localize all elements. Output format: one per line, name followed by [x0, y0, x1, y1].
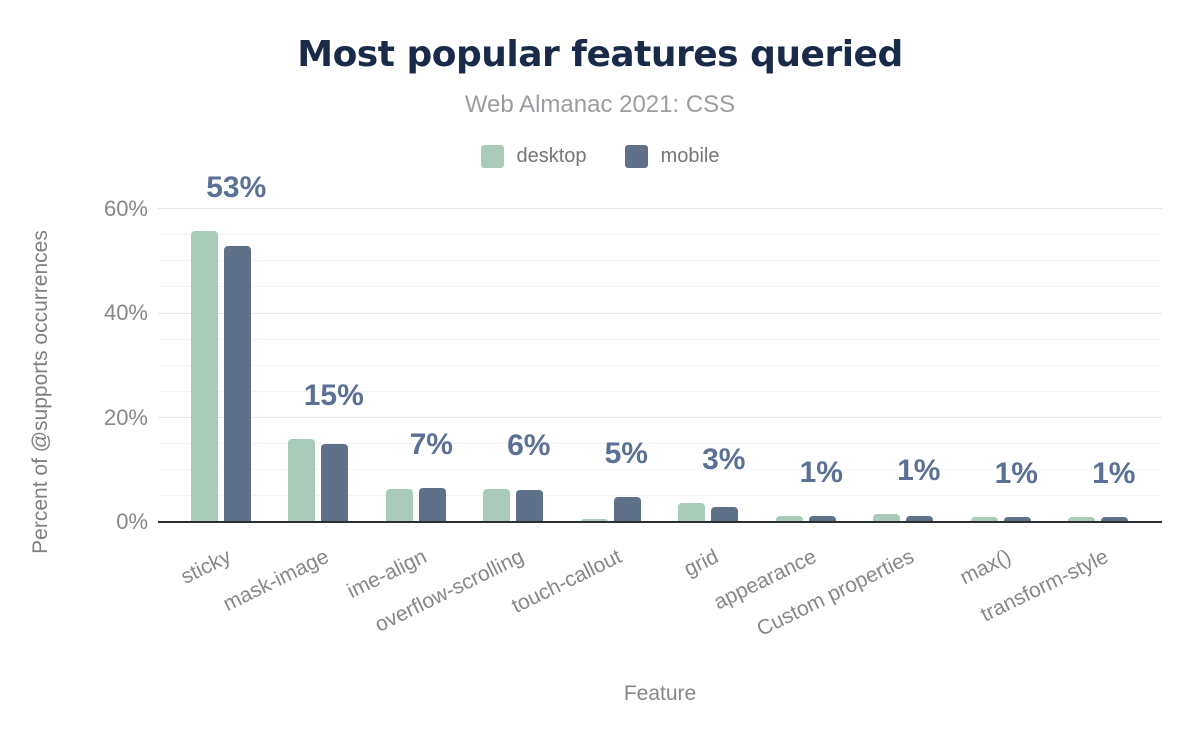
bar-value-label: 6% [507, 429, 551, 463]
gridline-minor [158, 364, 1162, 366]
bar-mobile-overflow-scrolling [516, 490, 544, 522]
bar-desktop-grid [678, 503, 706, 522]
gridline-major [158, 417, 1162, 418]
bar-value-label: 3% [702, 443, 746, 477]
mobile-swatch-icon [624, 144, 648, 168]
bar-mobile-sticky [223, 245, 251, 522]
gridline-minor [158, 443, 1162, 445]
gridline-major [158, 312, 1162, 314]
bar-value-label: 1% [1092, 456, 1136, 490]
bar-mobile-max() [1003, 516, 1031, 522]
bar-value-label: 15% [303, 379, 364, 413]
bar-value-label: 53% [206, 170, 267, 204]
bar-value-label: 5% [604, 437, 648, 471]
y-tick-label: 20% [103, 404, 148, 430]
bar-desktop-ime-align [385, 488, 413, 522]
bar-value-label: 1% [799, 455, 843, 489]
x-category-label-touch-callout: touch-callout [507, 545, 625, 618]
legend-label: mobile [660, 144, 720, 167]
bar-mobile-transform-style [1101, 516, 1129, 522]
x-category-label-mask-image: mask-image [219, 545, 333, 616]
bar-desktop-transform-style [1068, 516, 1096, 522]
bar-mobile-grid [711, 506, 739, 522]
x-category-label-max(): max() [956, 545, 1015, 590]
bar-desktop-overflow-scrolling [483, 489, 511, 522]
gridline-minor [158, 286, 1162, 288]
bar-value-label: 1% [897, 453, 941, 487]
y-tick-label: 40% [103, 300, 148, 325]
gridline-minor [158, 260, 1162, 262]
gridline-minor [158, 338, 1162, 340]
bar-mobile-mask-image [321, 443, 349, 522]
desktop-swatch-icon [480, 144, 504, 168]
x-axis-title: Feature [623, 682, 697, 705]
bar-mobile-ime-align [418, 487, 446, 522]
gridline-minor [158, 469, 1162, 471]
legend-item-desktop: desktop [480, 144, 587, 168]
x-category-label-grid: grid [680, 545, 723, 582]
bar-mobile-Custom properties [906, 515, 934, 522]
gridline-major [158, 208, 1162, 209]
legend-item-mobile: mobile [624, 144, 720, 168]
bar-mobile-touch-callout [613, 497, 641, 522]
bar-desktop-appearance [775, 515, 803, 522]
y-tick-label: 60% [103, 195, 148, 221]
bar-desktop-touch-callout [580, 518, 608, 522]
gridline-minor [158, 234, 1162, 236]
legend-label: desktop [516, 144, 587, 167]
y-tick-label: 0% [116, 509, 148, 534]
bar-desktop-sticky [190, 230, 218, 522]
bar-mobile-appearance [808, 516, 836, 522]
gridline-minor [158, 390, 1162, 392]
x-category-label-sticky: sticky [177, 545, 235, 589]
bar-value-label: 1% [994, 456, 1038, 490]
bar-desktop-mask-image [288, 439, 316, 522]
bar-desktop-max() [970, 517, 998, 522]
chart-subtitle: Web Almanac 2021: CSS [464, 91, 736, 118]
gridline-minor [158, 495, 1162, 497]
bar-value-label: 7% [409, 427, 453, 461]
bar-desktop-Custom properties [873, 513, 901, 522]
legend: desktop mobile [0, 143, 1200, 169]
x-axis-line [158, 520, 1162, 523]
chart-title: Most popular features queried [297, 34, 903, 75]
